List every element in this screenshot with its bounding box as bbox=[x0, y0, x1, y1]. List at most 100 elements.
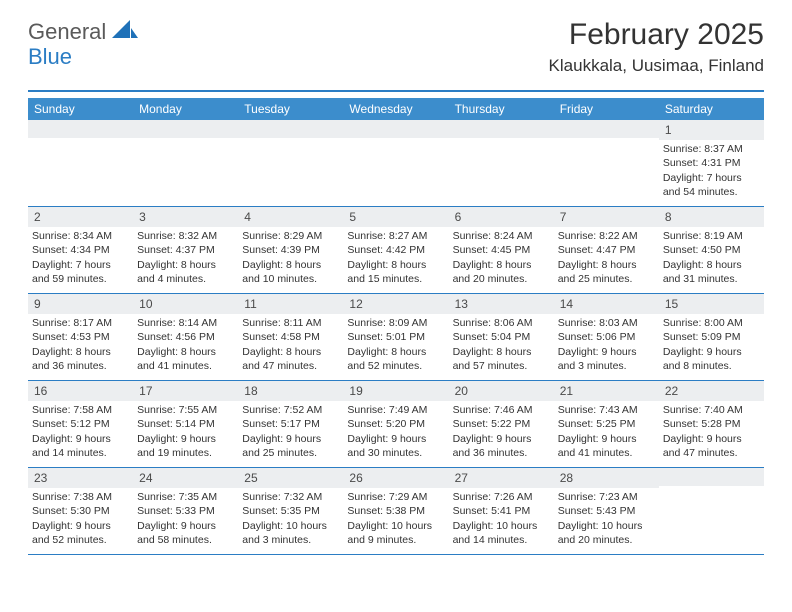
sunset-line: Sunset: 4:37 PM bbox=[137, 243, 234, 257]
daylight-line: Daylight: 9 hours and 3 minutes. bbox=[558, 345, 655, 373]
sunset-line: Sunset: 5:04 PM bbox=[453, 330, 550, 344]
day-cell: 7 Sunrise: 8:22 AMSunset: 4:47 PMDaylight… bbox=[554, 207, 659, 293]
day-number: 26 bbox=[343, 468, 448, 488]
day-number: 18 bbox=[238, 381, 343, 401]
sunrise-line: Sunrise: 8:00 AM bbox=[663, 316, 760, 330]
day-number: 16 bbox=[28, 381, 133, 401]
sunset-line: Sunset: 5:28 PM bbox=[663, 417, 760, 431]
sunset-line: Sunset: 4:45 PM bbox=[453, 243, 550, 257]
sunrise-line: Sunrise: 7:32 AM bbox=[242, 490, 339, 504]
header: General February 2025 Klaukkala, Uusimaa… bbox=[0, 0, 792, 84]
sunset-line: Sunset: 4:31 PM bbox=[663, 156, 760, 170]
daylight-line: Daylight: 9 hours and 25 minutes. bbox=[242, 432, 339, 460]
day-number: 13 bbox=[449, 294, 554, 314]
sunset-line: Sunset: 5:22 PM bbox=[453, 417, 550, 431]
title-block: February 2025 Klaukkala, Uusimaa, Finlan… bbox=[549, 18, 764, 76]
day-number bbox=[343, 120, 448, 138]
daylight-line: Daylight: 10 hours and 9 minutes. bbox=[347, 519, 444, 547]
daylight-line: Daylight: 8 hours and 25 minutes. bbox=[558, 258, 655, 286]
daylight-line: Daylight: 9 hours and 19 minutes. bbox=[137, 432, 234, 460]
sunrise-line: Sunrise: 7:55 AM bbox=[137, 403, 234, 417]
day-cell: 6Sunrise: 8:24 AMSunset: 4:45 PMDaylight… bbox=[449, 207, 554, 293]
location: Klaukkala, Uusimaa, Finland bbox=[549, 56, 764, 76]
sunset-line: Sunset: 5:30 PM bbox=[32, 504, 129, 518]
sunset-line: Sunset: 4:47 PM bbox=[558, 243, 655, 257]
day-number: 22 bbox=[659, 381, 764, 401]
day-number bbox=[28, 120, 133, 138]
day-number: 7 bbox=[554, 207, 659, 227]
weekday-friday: Friday bbox=[554, 98, 659, 120]
sunset-line: Sunset: 5:35 PM bbox=[242, 504, 339, 518]
logo-text-blue: Blue bbox=[28, 44, 72, 70]
daylight-line: Daylight: 10 hours and 20 minutes. bbox=[558, 519, 655, 547]
daylight-line: Daylight: 7 hours and 59 minutes. bbox=[32, 258, 129, 286]
title-underline bbox=[28, 90, 764, 92]
sunrise-line: Sunrise: 8:03 AM bbox=[558, 316, 655, 330]
day-cell: 4Sunrise: 8:29 AMSunset: 4:39 PMDaylight… bbox=[238, 207, 343, 293]
day-cell: 28Sunrise: 7:23 AMSunset: 5:43 PMDayligh… bbox=[554, 468, 659, 554]
daylight-line: Daylight: 9 hours and 8 minutes. bbox=[663, 345, 760, 373]
day-number: 17 bbox=[133, 381, 238, 401]
sunrise-line: Sunrise: 7:52 AM bbox=[242, 403, 339, 417]
sunrise-line: Sunrise: 7:40 AM bbox=[663, 403, 760, 417]
weekday-sunday: Sunday bbox=[28, 98, 133, 120]
sunset-line: Sunset: 5:17 PM bbox=[242, 417, 339, 431]
day-number: 14 bbox=[554, 294, 659, 314]
sunset-line: Sunset: 5:33 PM bbox=[137, 504, 234, 518]
daylight-line: Daylight: 9 hours and 30 minutes. bbox=[347, 432, 444, 460]
weekday-monday: Monday bbox=[133, 98, 238, 120]
daylight-line: Daylight: 9 hours and 36 minutes. bbox=[453, 432, 550, 460]
sunset-line: Sunset: 4:42 PM bbox=[347, 243, 444, 257]
day-cell: 5Sunrise: 8:27 AMSunset: 4:42 PMDaylight… bbox=[343, 207, 448, 293]
logo-text-general: General bbox=[28, 19, 106, 45]
day-cell: 13Sunrise: 8:06 AMSunset: 5:04 PMDayligh… bbox=[449, 294, 554, 380]
sunset-line: Sunset: 5:09 PM bbox=[663, 330, 760, 344]
daylight-line: Daylight: 8 hours and 31 minutes. bbox=[663, 258, 760, 286]
daylight-line: Daylight: 9 hours and 47 minutes. bbox=[663, 432, 760, 460]
sunset-line: Sunset: 5:38 PM bbox=[347, 504, 444, 518]
sunrise-line: Sunrise: 8:37 AM bbox=[663, 142, 760, 156]
day-number: 8 bbox=[659, 207, 764, 227]
day-cell: 26Sunrise: 7:29 AMSunset: 5:38 PMDayligh… bbox=[343, 468, 448, 554]
sunrise-line: Sunrise: 8:29 AM bbox=[242, 229, 339, 243]
sunset-line: Sunset: 5:06 PM bbox=[558, 330, 655, 344]
day-number: 28 bbox=[554, 468, 659, 488]
week-row: 2Sunrise: 8:34 AMSunset: 4:34 PMDaylight… bbox=[28, 207, 764, 294]
weekday-wednesday: Wednesday bbox=[343, 98, 448, 120]
daylight-line: Daylight: 8 hours and 15 minutes. bbox=[347, 258, 444, 286]
daylight-line: Daylight: 8 hours and 47 minutes. bbox=[242, 345, 339, 373]
day-cell: 21Sunrise: 7:43 AMSunset: 5:25 PMDayligh… bbox=[554, 381, 659, 467]
sunset-line: Sunset: 5:12 PM bbox=[32, 417, 129, 431]
daylight-line: Daylight: 7 hours and 54 minutes. bbox=[663, 171, 760, 199]
sunrise-line: Sunrise: 7:38 AM bbox=[32, 490, 129, 504]
day-number: 20 bbox=[449, 381, 554, 401]
day-number bbox=[133, 120, 238, 138]
sunset-line: Sunset: 4:50 PM bbox=[663, 243, 760, 257]
day-cell: 23Sunrise: 7:38 AMSunset: 5:30 PMDayligh… bbox=[28, 468, 133, 554]
daylight-line: Daylight: 8 hours and 20 minutes. bbox=[453, 258, 550, 286]
day-cell: 14 Sunrise: 8:03 AMSunset: 5:06 PMDayligh… bbox=[554, 294, 659, 380]
week-row: 16Sunrise: 7:58 AMSunset: 5:12 PMDayligh… bbox=[28, 381, 764, 468]
day-number bbox=[238, 120, 343, 138]
day-cell: 19Sunrise: 7:49 AMSunset: 5:20 PMDayligh… bbox=[343, 381, 448, 467]
day-cell: 10Sunrise: 8:14 AMSunset: 4:56 PMDayligh… bbox=[133, 294, 238, 380]
sunrise-line: Sunrise: 8:19 AM bbox=[663, 229, 760, 243]
sunrise-line: Sunrise: 8:22 AM bbox=[558, 229, 655, 243]
weekday-thursday: Thursday bbox=[449, 98, 554, 120]
daylight-line: Daylight: 8 hours and 4 minutes. bbox=[137, 258, 234, 286]
weeks-container: 1Sunrise: 8:37 AMSunset: 4:31 PMDaylight… bbox=[28, 120, 764, 555]
daylight-line: Daylight: 10 hours and 14 minutes. bbox=[453, 519, 550, 547]
week-row: 23Sunrise: 7:38 AMSunset: 5:30 PMDayligh… bbox=[28, 468, 764, 555]
day-number: 15 bbox=[659, 294, 764, 314]
day-number: 24 bbox=[133, 468, 238, 488]
day-number: 27 bbox=[449, 468, 554, 488]
day-number: 4 bbox=[238, 207, 343, 227]
day-cell: 17Sunrise: 7:55 AMSunset: 5:14 PMDayligh… bbox=[133, 381, 238, 467]
daylight-line: Daylight: 9 hours and 58 minutes. bbox=[137, 519, 234, 547]
sunset-line: Sunset: 5:43 PM bbox=[558, 504, 655, 518]
day-cell: 2Sunrise: 8:34 AMSunset: 4:34 PMDaylight… bbox=[28, 207, 133, 293]
sunset-line: Sunset: 4:53 PM bbox=[32, 330, 129, 344]
day-number bbox=[449, 120, 554, 138]
day-number: 9 bbox=[28, 294, 133, 314]
sunrise-line: Sunrise: 8:09 AM bbox=[347, 316, 444, 330]
